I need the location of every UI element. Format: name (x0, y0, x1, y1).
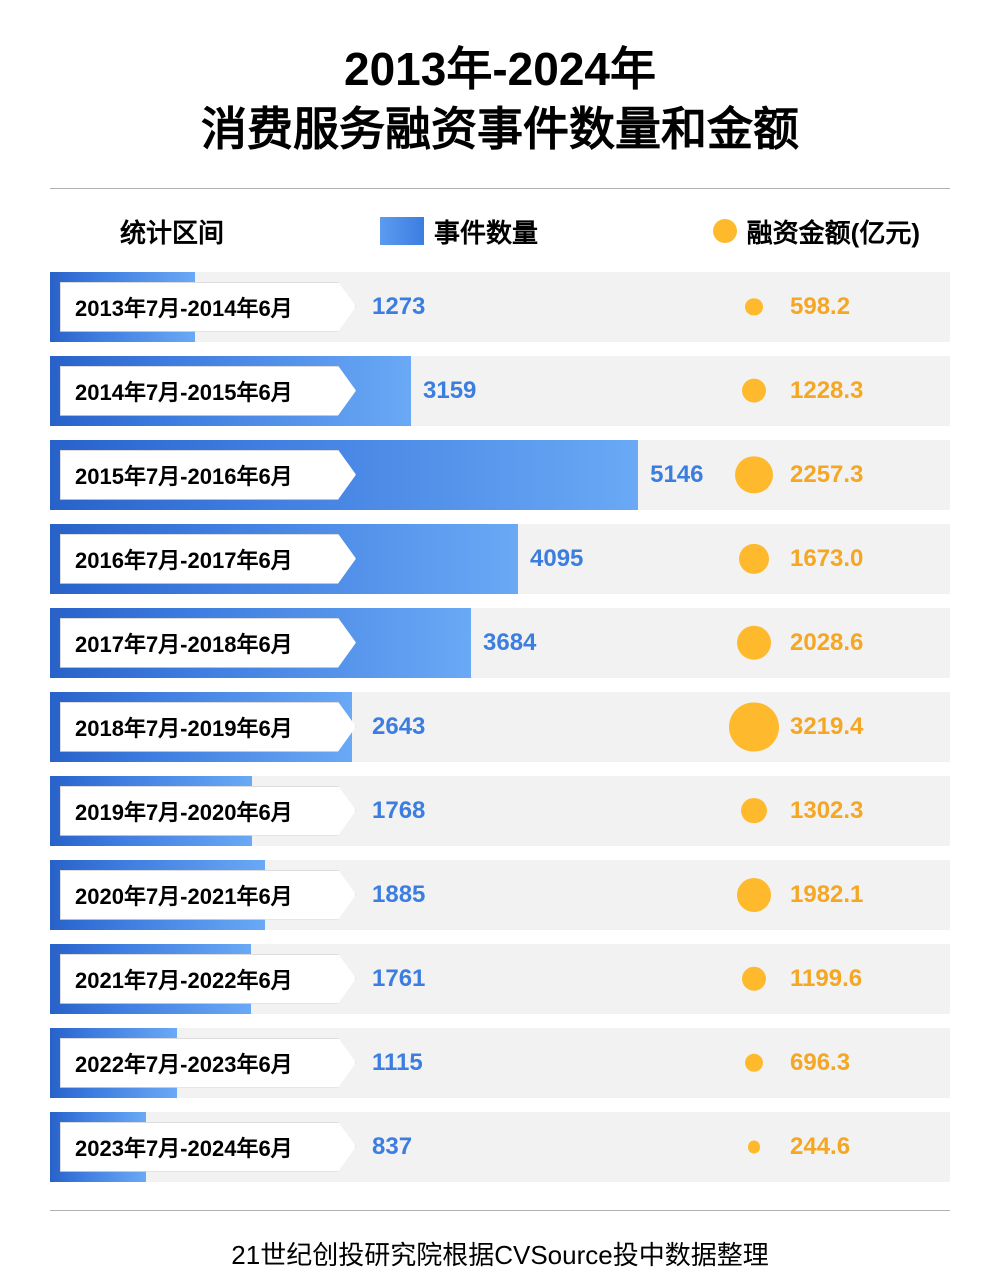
amount-circle-container (724, 298, 784, 315)
amount-value: 696.3 (790, 1049, 920, 1077)
amount-circle-container (724, 878, 784, 912)
count-value: 1273 (372, 293, 425, 321)
amount-circle (739, 543, 769, 573)
count-value: 1768 (372, 797, 425, 825)
amount-circle-container (724, 625, 784, 660)
amount-circle (741, 798, 767, 824)
amount-circle-container (724, 966, 784, 991)
period-label: 2017年7月-2018年6月 (60, 618, 356, 668)
data-row: 2023年7月-2024年6月 837 244.6 (50, 1112, 950, 1182)
amount-circle-container (724, 798, 784, 824)
amount-value: 1199.6 (790, 965, 920, 993)
data-row: 2021年7月-2022年6月 1761 1199.6 (50, 944, 950, 1014)
amount-value: 2257.3 (790, 461, 920, 489)
bottom-divider (50, 1210, 950, 1211)
period-label: 2014年7月-2015年6月 (60, 366, 356, 416)
legend-amount: 融资金额(亿元) (713, 213, 920, 250)
amount-value: 1982.1 (790, 881, 920, 909)
footer-source: 21世纪创投研究院根据CVSource投中数据整理 (50, 1235, 950, 1272)
amount-circle-container (724, 1140, 784, 1153)
amount-circle (748, 1140, 761, 1153)
amount-value: 1228.3 (790, 377, 920, 405)
count-value: 2643 (372, 713, 425, 741)
data-row: 2018年7月-2019年6月 2643 3219.4 (50, 692, 950, 762)
data-row: 2020年7月-2021年6月 1885 1982.1 (50, 860, 950, 930)
legend-bar-icon (380, 217, 424, 245)
amount-value: 598.2 (790, 293, 920, 321)
period-label: 2015年7月-2016年6月 (60, 450, 356, 500)
period-label: 2013年7月-2014年6月 (60, 282, 356, 332)
legend-circle-icon (713, 219, 737, 243)
amount-value: 1673.0 (790, 545, 920, 573)
data-row: 2013年7月-2014年6月 1273 598.2 (50, 272, 950, 342)
amount-circle (729, 702, 778, 751)
amount-value: 2028.6 (790, 629, 920, 657)
count-value: 5146 (650, 461, 703, 489)
count-value: 1885 (372, 881, 425, 909)
data-row: 2015年7月-2016年6月 5146 2257.3 (50, 440, 950, 510)
count-value: 4095 (530, 545, 583, 573)
amount-value: 3219.4 (790, 713, 920, 741)
data-row: 2022年7月-2023年6月 1115 696.3 (50, 1028, 950, 1098)
chart-title: 2013年-2024年 消费服务融资事件数量和金额 (50, 40, 950, 160)
title-line1: 2013年-2024年 (344, 43, 656, 95)
data-row: 2014年7月-2015年6月 3159 1228.3 (50, 356, 950, 426)
amount-circle-container (724, 456, 784, 493)
data-row: 2016年7月-2017年6月 4095 1673.0 (50, 524, 950, 594)
count-value: 1761 (372, 965, 425, 993)
legend-count: 事件数量 (380, 213, 538, 250)
period-label: 2022年7月-2023年6月 (60, 1038, 356, 1088)
count-value: 3159 (423, 377, 476, 405)
amount-circle (745, 298, 762, 315)
count-value: 1115 (372, 1049, 423, 1077)
legend-count-label: 事件数量 (434, 213, 538, 250)
amount-circle-container (724, 702, 784, 751)
period-label: 2021年7月-2022年6月 (60, 954, 356, 1004)
chart-rows: 2013年7月-2014年6月 1273 598.2 2014年7月-2015年6月 3… (50, 272, 950, 1182)
amount-circle (742, 378, 767, 403)
amount-value: 1302.3 (790, 797, 920, 825)
title-line2: 消费服务融资事件数量和金额 (201, 103, 799, 155)
amount-circle-container (724, 543, 784, 573)
amount-circle (737, 625, 772, 660)
count-value: 3684 (483, 629, 536, 657)
period-label: 2023年7月-2024年6月 (60, 1122, 356, 1172)
count-value: 837 (372, 1133, 412, 1161)
amount-circle-container (724, 378, 784, 403)
amount-circle (737, 878, 771, 912)
legend-row: 统计区间 事件数量 融资金额(亿元) (50, 213, 950, 250)
top-divider (50, 188, 950, 189)
amount-circle-container (724, 1053, 784, 1071)
amount-circle (735, 456, 772, 493)
amount-circle (745, 1053, 763, 1071)
amount-value: 244.6 (790, 1133, 920, 1161)
period-label: 2016年7月-2017年6月 (60, 534, 356, 584)
period-label: 2020年7月-2021年6月 (60, 870, 356, 920)
legend-amount-label: 融资金额(亿元) (747, 213, 920, 250)
data-row: 2017年7月-2018年6月 3684 2028.6 (50, 608, 950, 678)
period-label: 2019年7月-2020年6月 (60, 786, 356, 836)
period-label: 2018年7月-2019年6月 (60, 702, 356, 752)
amount-circle (742, 966, 767, 991)
data-row: 2019年7月-2020年6月 1768 1302.3 (50, 776, 950, 846)
legend-period: 统计区间 (120, 213, 340, 250)
